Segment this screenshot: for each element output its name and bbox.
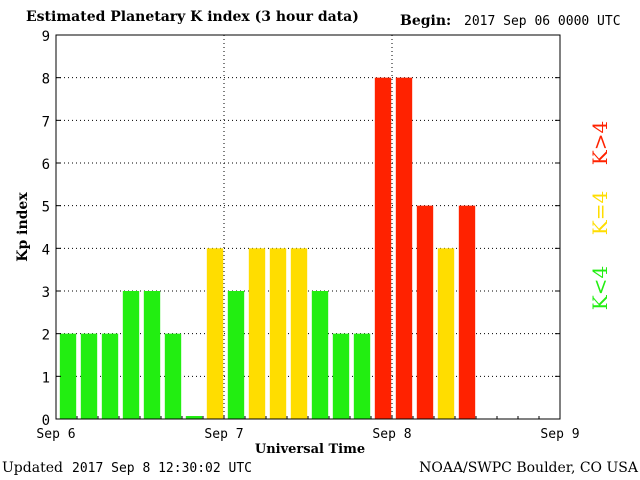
bar	[353, 333, 371, 419]
chart-title: Estimated Planetary K index (3 hour data…	[26, 9, 359, 25]
y-tick-label: 3	[42, 285, 50, 301]
bar	[122, 291, 140, 419]
y-ticks: 0 1 2 3 4 5 6 7 8 9	[42, 29, 560, 429]
x-tick-label: Sep 7	[204, 427, 243, 442]
bar	[416, 205, 434, 419]
begin-value: 2017 Sep 06 0000 UTC	[464, 14, 621, 29]
bar	[269, 248, 287, 419]
x-tick-label: Sep 8	[372, 427, 411, 442]
bar	[206, 248, 224, 419]
bar	[437, 248, 455, 419]
y-tick-label: 1	[42, 370, 50, 386]
bar	[290, 248, 308, 419]
y-axis-label: Kp index	[15, 192, 31, 262]
y-tick-label: 6	[42, 157, 50, 173]
x-tick-label: Sep 9	[540, 427, 579, 442]
x-tick-label: Sep 6	[36, 427, 75, 442]
bar	[143, 291, 161, 419]
bar	[80, 333, 98, 419]
bar	[458, 205, 476, 419]
bar	[311, 291, 329, 419]
bar	[59, 333, 77, 419]
bar	[248, 248, 266, 419]
y-tick-label: 9	[42, 29, 50, 45]
x-ticks: Sep 6 Sep 7 Sep 8 Sep 9	[36, 416, 580, 442]
chart-grid	[56, 35, 560, 419]
bar	[164, 333, 182, 419]
updated-value: 2017 Sep 8 12:30:02 UTC	[72, 461, 253, 476]
legend-item-label: K=4	[588, 191, 612, 235]
bar	[395, 77, 413, 420]
credit-text: NOAA/SWPC Boulder, CO USA	[419, 460, 638, 476]
bar	[374, 77, 392, 420]
y-tick-label: 2	[42, 328, 50, 344]
legend-item-label: K<4	[588, 266, 612, 310]
y-tick-label: 0	[42, 413, 50, 429]
x-axis-label: Universal Time	[255, 442, 365, 457]
chart-legend: K<4 K=4 K>4	[588, 121, 612, 310]
y-tick-label: 4	[42, 242, 50, 258]
bar	[185, 416, 203, 419]
bar	[227, 291, 245, 419]
bar	[101, 333, 119, 419]
y-tick-label: 7	[42, 114, 50, 130]
chart-bars	[59, 77, 476, 420]
y-tick-label: 5	[42, 200, 50, 216]
legend-item-label: K>4	[588, 121, 612, 165]
updated-label: Updated	[2, 460, 63, 476]
y-tick-label: 8	[42, 72, 50, 88]
bar	[332, 333, 350, 419]
begin-label: Begin:	[400, 13, 452, 29]
